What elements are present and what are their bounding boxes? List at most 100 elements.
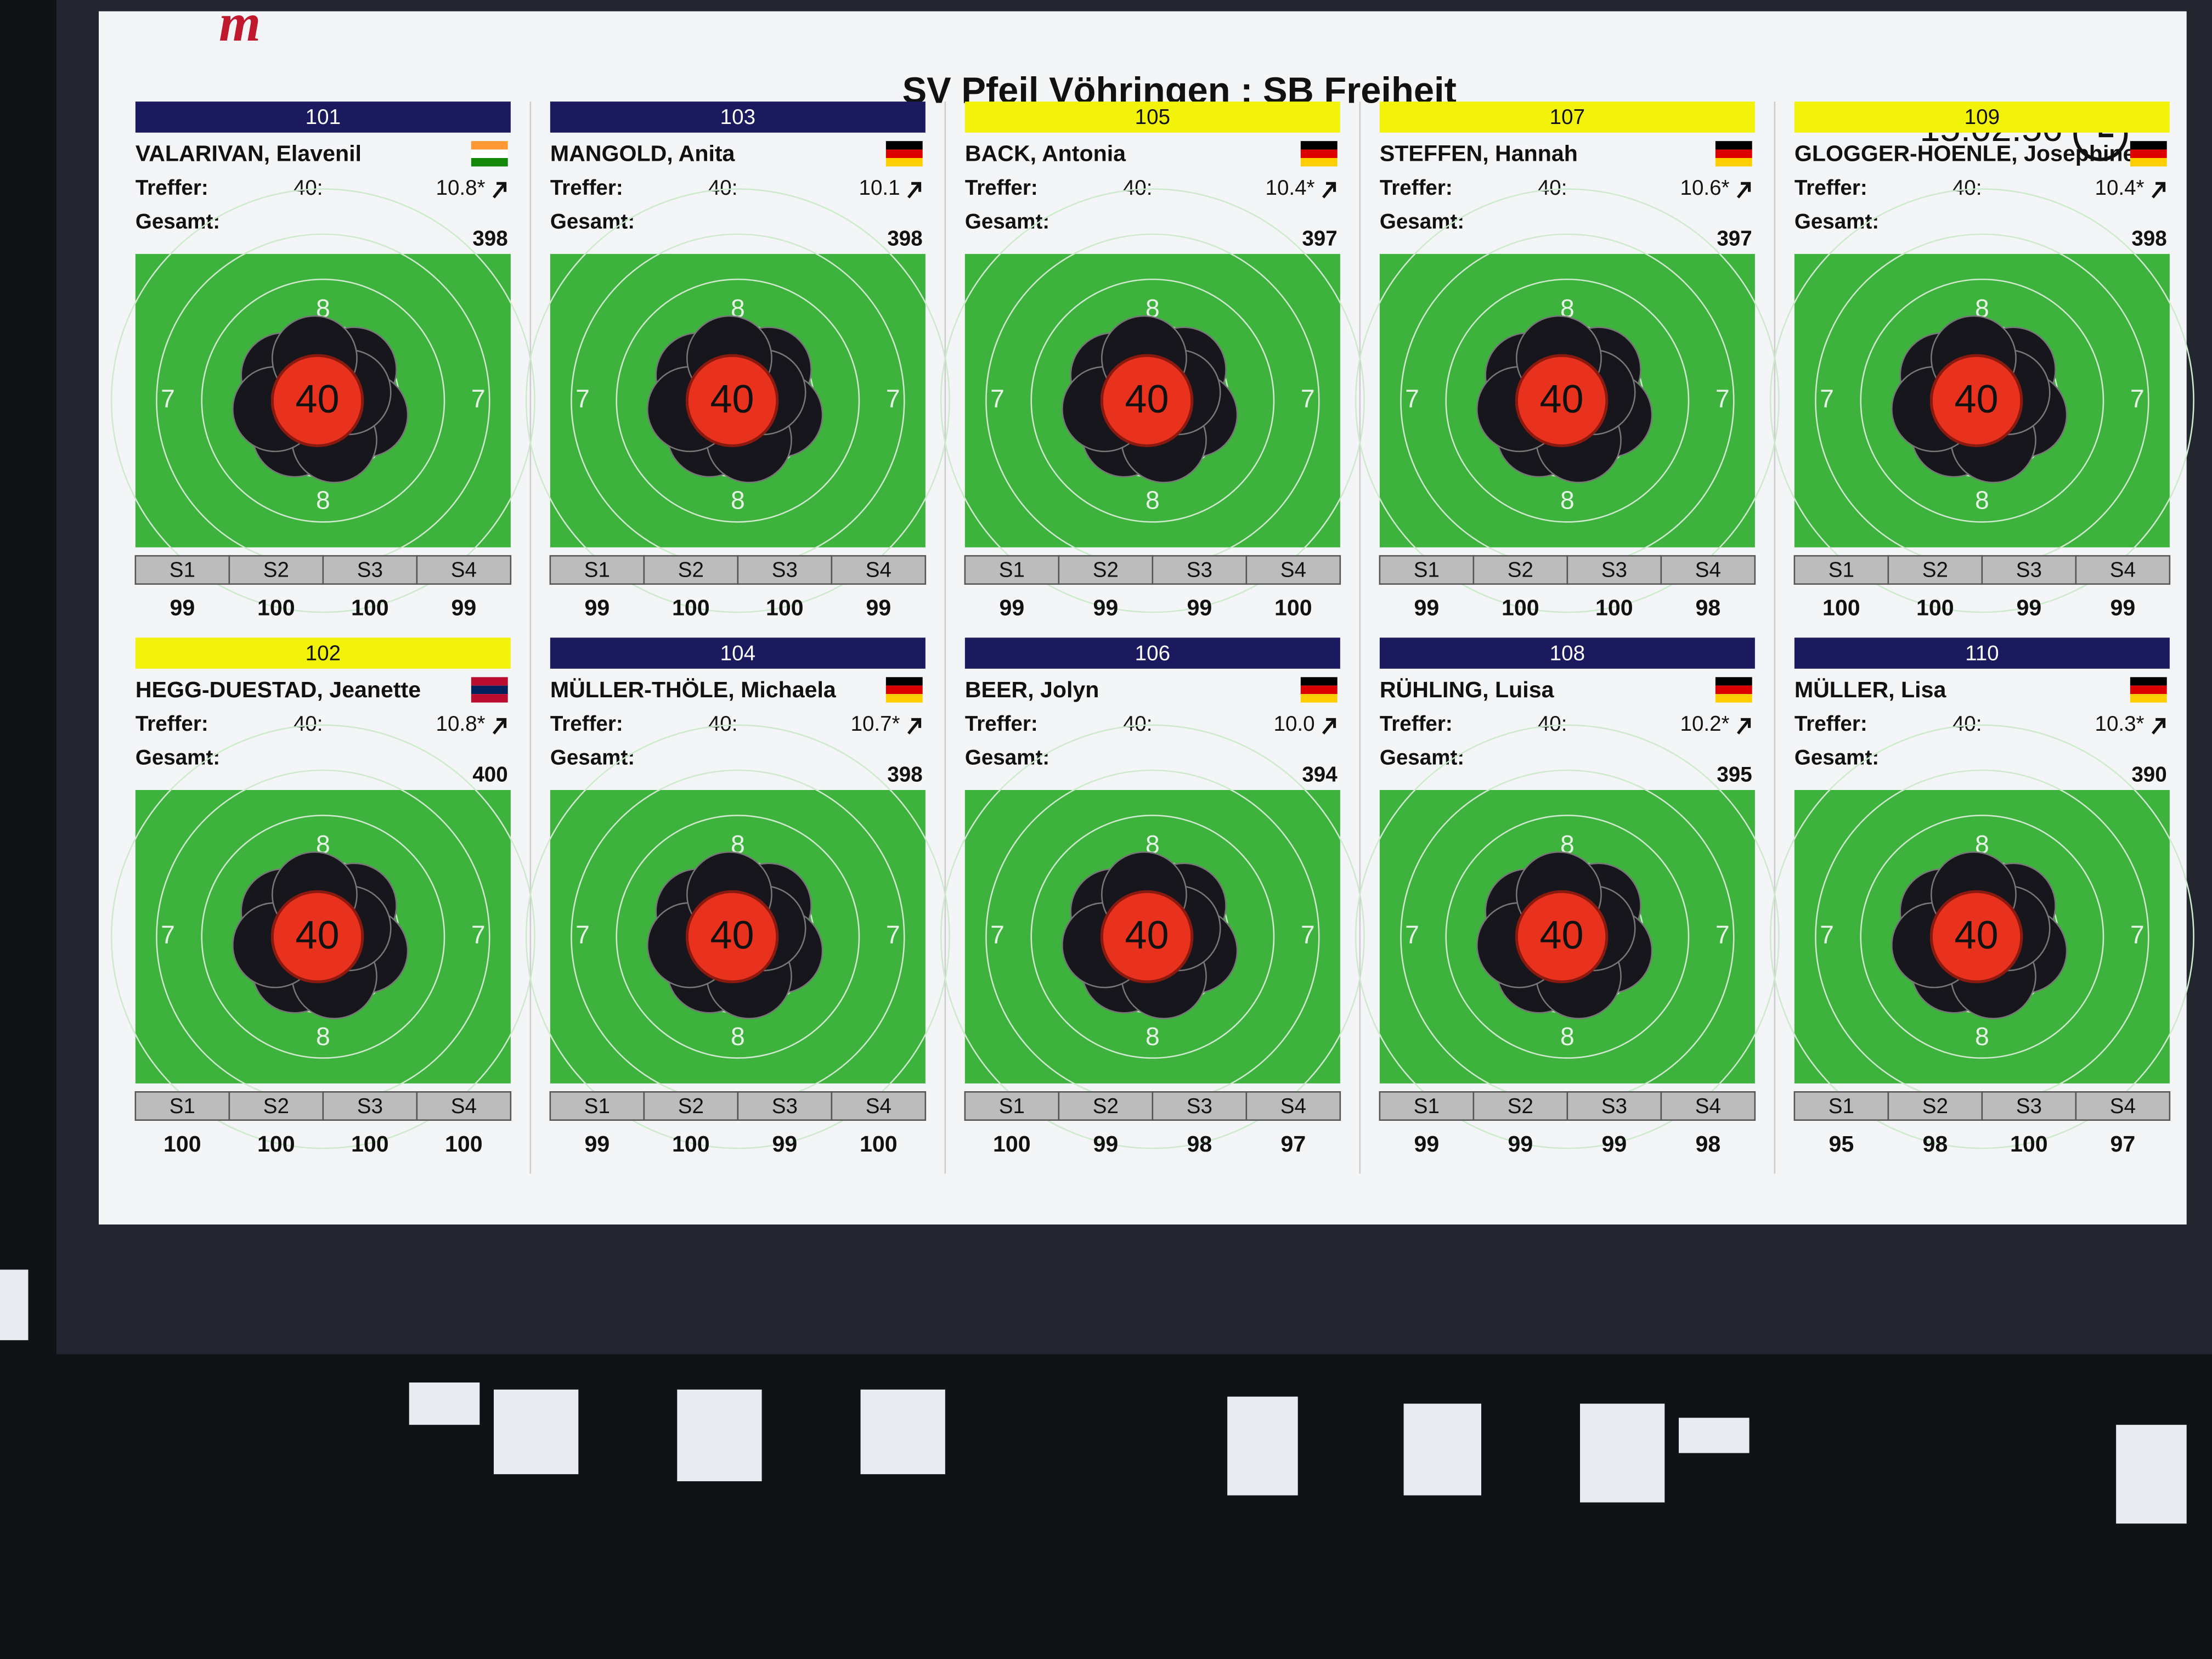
series-score: 99 <box>584 595 610 620</box>
series-score: 100 <box>1916 595 1954 620</box>
series-label: S4 <box>2110 558 2136 582</box>
last-shot: 10.4* <box>1266 176 1315 200</box>
series-cell <box>1245 1091 1341 1121</box>
last-shot-hole <box>1100 354 1194 448</box>
ring-label: 7 <box>1716 385 1730 413</box>
flag-stripe <box>471 694 508 703</box>
shot-number: 40 <box>1540 913 1584 957</box>
flag-stripe <box>2130 141 2167 150</box>
last-shot: 10.3* <box>2095 712 2145 736</box>
shot-number: 40 <box>710 913 754 957</box>
shot-number: 40 <box>1125 913 1169 957</box>
shooter-name: GLOGGER-HOENLE, Josephine <box>1795 141 2136 166</box>
lane-bar <box>550 637 926 669</box>
hits-label: Treffer: <box>550 712 623 736</box>
series-score: 98 <box>1187 1131 1212 1156</box>
hits: 40: <box>1538 712 1567 736</box>
trend-arrow <box>1736 182 1751 199</box>
flag-stripe <box>1300 685 1338 695</box>
shooter-card: 102 HEGG-DUESTAD, Jeanette Treffer: 40: 10.8… <box>110 637 535 1174</box>
series-score: 100 <box>766 595 804 620</box>
ring-label: 8 <box>731 1022 745 1051</box>
lane-bar <box>135 637 511 669</box>
trend-arrow <box>907 182 922 199</box>
flag-stripe <box>1715 141 1752 150</box>
total: 400 <box>472 763 507 786</box>
trend-arrow <box>492 182 507 199</box>
flag-stripe <box>1300 158 1338 167</box>
series-label: S3 <box>2016 1094 2042 1118</box>
trend-arrow <box>1322 718 1336 735</box>
total-label: Gesamt: <box>136 210 220 233</box>
series-score: 100 <box>163 1131 201 1156</box>
last-shot-hole <box>270 354 364 448</box>
lane-number: 105 <box>1135 105 1170 129</box>
ring-label: 7 <box>886 921 900 949</box>
total: 394 <box>1302 763 1338 786</box>
flag-stripe <box>1715 685 1752 695</box>
series-cell <box>1887 555 1983 585</box>
ring-label: 7 <box>1405 921 1419 949</box>
ring-label: 7 <box>886 385 900 413</box>
series-label: S2 <box>678 1094 704 1118</box>
series-label: S1 <box>1414 1094 1440 1118</box>
series-cell <box>2075 555 2171 585</box>
ring-label: 7 <box>161 921 175 949</box>
flag-stripe <box>885 158 923 167</box>
series-score: 99 <box>451 595 476 620</box>
series-score: 100 <box>672 1131 710 1156</box>
series-cell <box>1472 1091 1568 1121</box>
series-label: S1 <box>170 1094 195 1118</box>
ring-label: 8 <box>1146 1022 1160 1051</box>
flag-stripe <box>2130 694 2167 703</box>
trend-arrow <box>2151 182 2166 199</box>
lane-number: 104 <box>720 641 755 665</box>
series-cell <box>1660 1091 1756 1121</box>
target-ring <box>1445 278 1690 523</box>
series-cell <box>1566 1091 1662 1121</box>
series-label: S3 <box>1601 1094 1627 1118</box>
series-label: S2 <box>263 558 289 582</box>
series-label: S4 <box>866 1094 891 1118</box>
ring-label: 8 <box>1975 1022 1989 1051</box>
hits: 40: <box>294 176 323 200</box>
shooter-name: MANGOLD, Anita <box>550 141 736 166</box>
target-ring <box>1445 815 1690 1059</box>
shooter-name: MÜLLER-THÖLE, Michaela <box>550 677 837 702</box>
flag-stripe <box>471 149 508 158</box>
target-ring <box>525 188 950 613</box>
flag-stripe <box>1715 694 1752 703</box>
series-cell <box>1379 1091 1475 1121</box>
target-ring <box>1355 724 1780 1149</box>
series-label: S3 <box>357 558 383 582</box>
lane-number: 110 <box>1965 641 1999 665</box>
series-label: S2 <box>1508 558 1533 582</box>
series-cell <box>1058 1091 1154 1121</box>
ring-label: 7 <box>1301 385 1315 413</box>
hits-label: Treffer: <box>1795 712 1867 736</box>
flag-stripe <box>1300 694 1338 703</box>
target-ring <box>1769 188 2194 613</box>
series-label: S4 <box>866 558 891 582</box>
series-label: S2 <box>1922 558 1948 582</box>
total-label: Gesamt: <box>550 746 635 770</box>
series-score: 99 <box>866 595 891 620</box>
total: 398 <box>472 227 507 250</box>
shooter-card: 107 STEFFEN, Hannah Treffer: 40: 10.6* Gesamt… <box>1355 101 1780 638</box>
series-score: 99 <box>772 1131 797 1156</box>
total: 398 <box>2131 227 2166 250</box>
series-cell <box>416 555 512 585</box>
total-label: Gesamt: <box>136 746 220 770</box>
lane-bar <box>964 637 1340 669</box>
series-cell <box>964 1091 1060 1121</box>
series-score: 99 <box>1601 1131 1627 1156</box>
series-label: S1 <box>170 558 195 582</box>
ring-label: 8 <box>731 486 745 515</box>
flag-stripe <box>2130 149 2167 158</box>
ring-label: 7 <box>575 921 590 949</box>
flag-stripe <box>1300 149 1338 158</box>
shooter-name: STEFFEN, Hannah <box>1380 141 1578 166</box>
series-score: 100 <box>257 1131 295 1156</box>
series-score: 100 <box>860 1131 898 1156</box>
